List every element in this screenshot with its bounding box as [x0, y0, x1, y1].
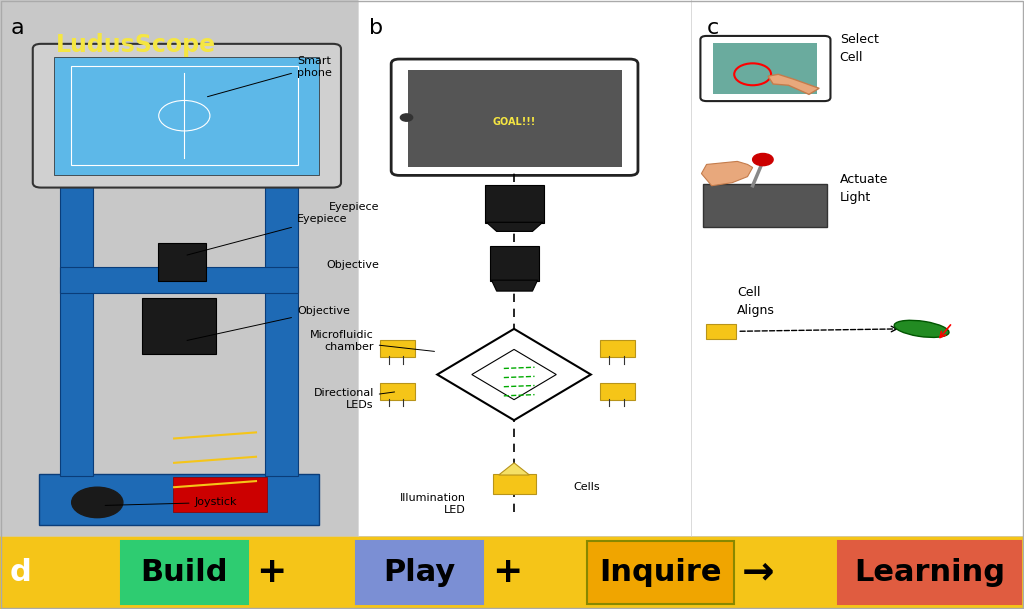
Text: Inquire: Inquire: [599, 558, 722, 587]
FancyBboxPatch shape: [485, 185, 544, 223]
FancyBboxPatch shape: [60, 267, 298, 293]
FancyBboxPatch shape: [703, 184, 827, 227]
FancyBboxPatch shape: [408, 70, 622, 167]
Text: c: c: [707, 18, 719, 38]
Polygon shape: [499, 463, 529, 475]
FancyBboxPatch shape: [356, 541, 483, 604]
Text: LudusScope: LudusScope: [56, 33, 216, 57]
Text: Cells: Cells: [573, 482, 600, 492]
FancyBboxPatch shape: [173, 477, 267, 512]
Text: Cell: Cell: [737, 286, 761, 299]
FancyBboxPatch shape: [490, 246, 539, 281]
FancyBboxPatch shape: [700, 36, 830, 101]
Text: Select: Select: [840, 33, 879, 46]
Text: Build: Build: [140, 558, 228, 587]
FancyBboxPatch shape: [380, 340, 415, 357]
Polygon shape: [701, 161, 753, 186]
FancyBboxPatch shape: [380, 383, 415, 400]
Text: Microfluidic
chamber: Microfluidic chamber: [310, 330, 434, 352]
FancyBboxPatch shape: [600, 340, 635, 357]
Polygon shape: [486, 222, 543, 231]
Polygon shape: [472, 350, 556, 400]
Text: Play: Play: [384, 558, 456, 587]
Text: GOAL!!!: GOAL!!!: [493, 117, 536, 127]
FancyBboxPatch shape: [706, 324, 736, 339]
FancyBboxPatch shape: [838, 541, 1021, 604]
FancyBboxPatch shape: [587, 541, 734, 604]
Text: Actuate: Actuate: [840, 173, 888, 186]
Text: Light: Light: [840, 191, 871, 205]
Text: Aligns: Aligns: [737, 304, 775, 317]
Text: b: b: [369, 18, 383, 38]
Text: +: +: [256, 555, 287, 590]
FancyBboxPatch shape: [358, 0, 691, 536]
FancyBboxPatch shape: [391, 59, 638, 175]
Text: →: →: [741, 554, 774, 591]
Text: Smart
phone: Smart phone: [208, 56, 332, 97]
Text: Cell: Cell: [840, 51, 863, 65]
Text: Joystick: Joystick: [105, 498, 238, 507]
Text: Learning: Learning: [854, 558, 1005, 587]
FancyBboxPatch shape: [39, 474, 319, 525]
FancyBboxPatch shape: [54, 57, 319, 175]
FancyBboxPatch shape: [265, 158, 298, 476]
FancyBboxPatch shape: [713, 43, 817, 94]
FancyBboxPatch shape: [158, 243, 206, 281]
Text: Objective: Objective: [187, 306, 350, 340]
Text: +: +: [492, 555, 522, 590]
Circle shape: [72, 487, 123, 518]
FancyBboxPatch shape: [33, 44, 341, 188]
Text: Objective: Objective: [326, 260, 379, 270]
Circle shape: [753, 153, 773, 166]
Text: Directional
LEDs: Directional LEDs: [313, 388, 394, 410]
FancyBboxPatch shape: [493, 474, 536, 494]
Polygon shape: [768, 74, 819, 94]
Text: Eyepiece: Eyepiece: [329, 202, 379, 212]
Text: d: d: [9, 558, 32, 587]
Polygon shape: [492, 280, 538, 291]
FancyBboxPatch shape: [691, 0, 1024, 536]
FancyBboxPatch shape: [600, 383, 635, 400]
FancyBboxPatch shape: [0, 0, 358, 536]
Text: a: a: [10, 18, 24, 38]
FancyBboxPatch shape: [0, 536, 1024, 609]
FancyBboxPatch shape: [71, 66, 298, 165]
Text: Illumination
LED: Illumination LED: [400, 493, 466, 515]
FancyBboxPatch shape: [121, 541, 248, 604]
FancyBboxPatch shape: [142, 298, 216, 354]
Text: Eyepiece: Eyepiece: [187, 214, 347, 255]
FancyBboxPatch shape: [60, 158, 93, 476]
Circle shape: [400, 114, 413, 121]
Polygon shape: [437, 329, 591, 420]
Ellipse shape: [894, 320, 949, 337]
